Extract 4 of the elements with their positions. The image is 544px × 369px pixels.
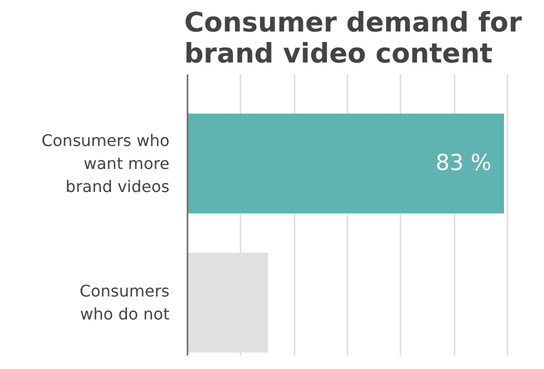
y-tick-label: Consumers who do not xyxy=(80,282,170,324)
data-label: 83 % xyxy=(436,151,492,176)
chart-title: Consumer demand for brand video content xyxy=(184,8,522,70)
y-tick-label: Consumers who want more brand videos xyxy=(41,131,170,196)
